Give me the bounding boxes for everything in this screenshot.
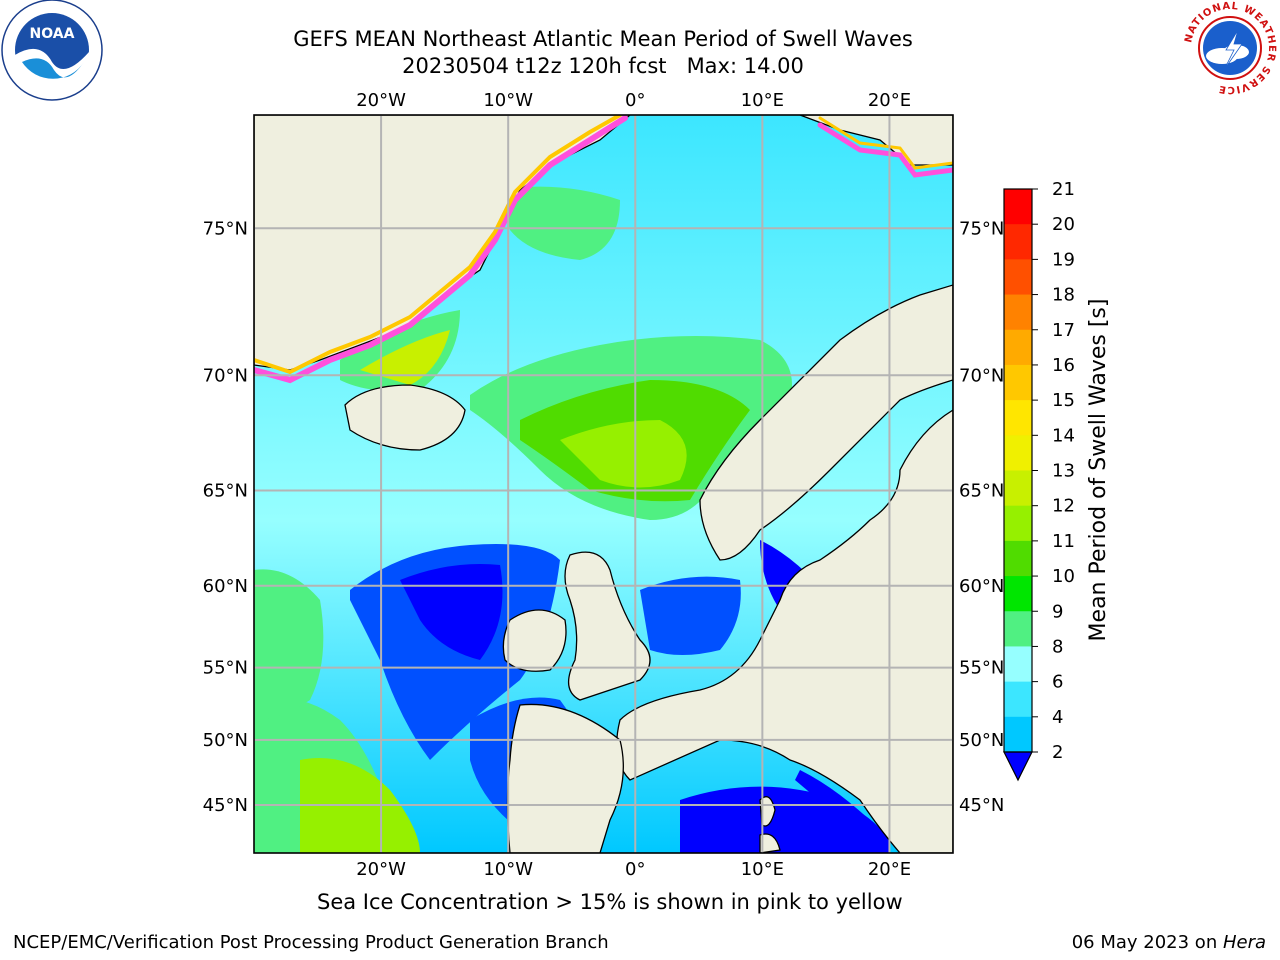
lon-tick-label-top: 20°E (868, 90, 911, 111)
footer-date-text: 06 May 2023 on (1071, 932, 1223, 953)
lat-tick-label-left: 60°N (203, 576, 248, 597)
colorbar-tick-label: 10 (1052, 566, 1075, 587)
colorbar: 2 4 6 8 9 10 11 12 13 14 15 16 17 18 19 20 21 (1003, 179, 1075, 782)
colorbar-tick-label: 4 (1052, 707, 1063, 728)
land-britain (564, 551, 651, 701)
footer-host: Hera (1222, 932, 1266, 953)
land-iberia (506, 703, 624, 853)
lat-tick-label-left: 45°N (203, 795, 248, 816)
nws-logo: NATIONAL WEATHER SERVICE (1183, 1, 1276, 95)
colorbar-swatch (1004, 470, 1032, 507)
lat-tick-label-right: 70°N (959, 365, 1004, 386)
colorbar-swatch (1004, 505, 1032, 542)
colorbar-swatch (1004, 716, 1032, 753)
chart-subtitle: 20230504 t12z 120h fcst Max: 14.00 (402, 54, 804, 78)
colorbar-label: Mean Period of Swell Waves [s] (1086, 299, 1111, 642)
lat-tick-label-left: 75°N (203, 218, 248, 239)
colorbar-swatch (1004, 259, 1032, 296)
land-ireland (502, 609, 567, 672)
lon-tick-label-bottom: 10°W (483, 859, 533, 880)
footer-producer: NCEP/EMC/Verification Post Processing Pr… (13, 932, 609, 953)
lon-tick-label-top: 10°E (741, 90, 784, 111)
colorbar-tick-label: 13 (1052, 461, 1075, 482)
lon-tick-label-bottom: 20°E (868, 859, 911, 880)
sea-ice-edge-svalbard-pink (817, 122, 953, 178)
swell-region-west-band (254, 569, 324, 720)
lat-tick-label-left: 70°N (203, 365, 248, 386)
footer-date: 06 May 2023 on Hera (1072, 932, 1266, 953)
colorbar-swatch (1004, 540, 1032, 577)
noaa-logo: NOAA (1, 0, 103, 101)
lon-tick-label-bottom: 20°W (356, 859, 406, 880)
swell-region-north-sea (640, 576, 741, 655)
swell-region-atlantic-low-core (400, 564, 503, 660)
lat-tick-label-right: 75°N (959, 218, 1004, 239)
colorbar-tick-label: 16 (1052, 355, 1075, 376)
swell-region-iceland-north-core (360, 330, 450, 385)
colorbar-tick-label: 11 (1052, 531, 1075, 552)
sea-ice-note: Sea Ice Concentration > 15% is shown in … (317, 890, 903, 914)
colorbar-tick-label: 19 (1052, 249, 1075, 270)
graticule (254, 115, 953, 853)
lat-tick-label-right: 65°N (959, 480, 1004, 501)
chart-title: GEFS MEAN Northeast Atlantic Mean Period… (293, 27, 913, 51)
lon-tick-label-top: 20°W (356, 90, 406, 111)
colorbar-swatch (1004, 435, 1032, 471)
colorbar-tick-label: 2 (1052, 742, 1063, 763)
lat-tick-label-right: 50°N (959, 730, 1004, 751)
sea-ice-edge (254, 115, 953, 384)
colorbar-tick-label: 8 (1052, 636, 1063, 657)
lon-tick-label-top: 0° (625, 90, 645, 111)
sea-ice-edge-pink (254, 115, 628, 384)
colorbar-tick-label: 18 (1052, 285, 1075, 306)
colorbar-swatch (1004, 400, 1032, 436)
lat-tick-label-right: 55°N (959, 658, 1004, 679)
lon-tick-label-bottom: 0° (625, 859, 645, 880)
axis-tick-labels: 20°W 20°W 10°W 10°W 0° 0° 10°E 10°E 20°E 20°E 45°N… (203, 90, 1005, 880)
colorbar-swatch (1004, 329, 1032, 366)
map-area (254, 115, 953, 853)
colorbar-tick-label: 12 (1052, 496, 1075, 517)
sea-ice-edge-svalbard-yellow (818, 116, 953, 170)
colorbar-swatch (1004, 189, 1032, 225)
lat-tick-label-right: 45°N (959, 795, 1004, 816)
colorbar-tick-label: 21 (1052, 179, 1075, 200)
colorbar-tick-label: 14 (1052, 425, 1075, 446)
colorbar-tick-label: 9 (1052, 601, 1063, 622)
colorbar-swatch (1004, 576, 1032, 612)
swell-region-greenland-sea (500, 186, 620, 260)
map-frame (253, 114, 954, 854)
colorbar-tick-label: 20 (1052, 214, 1075, 235)
colorbar-under-arrow (1003, 751, 1033, 782)
lat-tick-label-left: 50°N (203, 730, 248, 751)
colorbar-tick-label: 17 (1052, 320, 1075, 341)
lat-tick-label-right: 60°N (959, 576, 1004, 597)
land (254, 115, 953, 853)
colorbar-tick-label: 6 (1052, 672, 1063, 693)
sea-ice-edge-yellow (254, 115, 622, 375)
colorbar-swatch (1004, 611, 1032, 647)
colorbar-tick-label: 15 (1052, 390, 1075, 411)
lon-tick-label-top: 10°W (483, 90, 533, 111)
noaa-logo-text: NOAA (30, 26, 75, 42)
colorbar-swatch (1004, 681, 1032, 718)
land-sardinia (759, 833, 781, 853)
land-iceland (344, 384, 466, 451)
lat-tick-label-left: 55°N (203, 658, 248, 679)
lon-tick-label-bottom: 10°E (741, 859, 784, 880)
lat-tick-label-left: 65°N (203, 480, 248, 501)
colorbar-swatch (1004, 364, 1032, 401)
colorbar-swatch (1004, 646, 1032, 683)
swell-region-norwegian-sea-peak (560, 420, 687, 488)
colorbar-swatch (1004, 294, 1032, 331)
colorbar-swatch (1004, 224, 1032, 260)
